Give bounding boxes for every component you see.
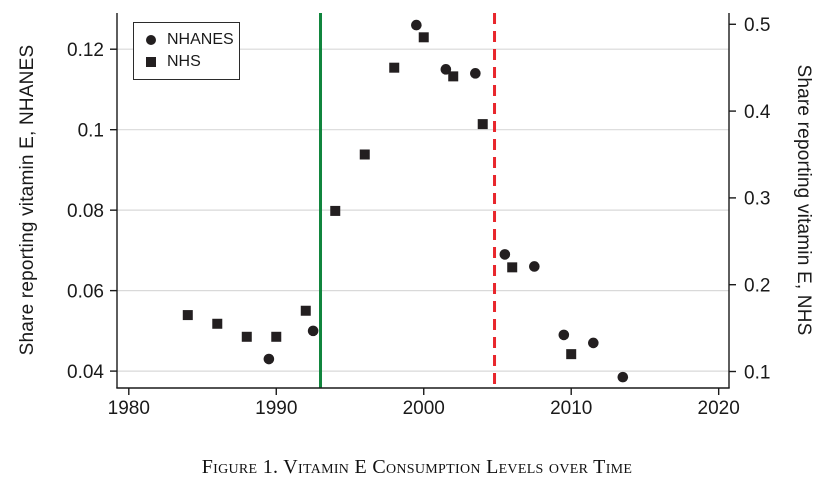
nhs-data-point bbox=[507, 262, 518, 273]
scatter-plot-canvas: 0.04 0.06 0.08 0.1 0.12 0.1 0.2 0.3 0.4 0.5 1980 19… bbox=[67, 13, 771, 419]
left-axis-tick-label: 0.12 bbox=[67, 40, 104, 61]
x-axis-tick-label: 1980 bbox=[108, 398, 150, 419]
right-axis-tick-label: 0.3 bbox=[744, 189, 770, 210]
figure-caption: Figure 1. Vitamin E Consumption Levels o… bbox=[201, 456, 633, 478]
x-axis-tick-label: 2020 bbox=[698, 398, 740, 419]
nhs-data-point bbox=[566, 349, 577, 360]
left-axis-tick-label: 0.06 bbox=[67, 281, 104, 302]
right-y-axis-label: Share reporting vitamin E, NHS bbox=[793, 64, 814, 336]
nhs-data-point bbox=[271, 331, 282, 342]
left-axis-tick-label: 0.04 bbox=[67, 362, 104, 383]
nhanes-data-point bbox=[411, 19, 422, 31]
nhs-data-point bbox=[182, 310, 193, 321]
right-axis-tick-label: 0.2 bbox=[744, 276, 770, 297]
right-axis-tick-label: 0.4 bbox=[744, 102, 771, 123]
nhs-data-point bbox=[300, 305, 311, 316]
left-y-axis-label: Share reporting vitamin E, NHANES bbox=[17, 44, 38, 356]
nhanes-data-point bbox=[529, 261, 540, 272]
square-marker-icon bbox=[146, 57, 156, 67]
nhs-data-point bbox=[212, 318, 223, 329]
legend-label-nhs: NHS bbox=[167, 53, 201, 70]
nhs-data-point bbox=[359, 149, 370, 160]
left-axis-tick-label: 0.08 bbox=[67, 201, 104, 222]
nhanes-data-point bbox=[307, 325, 319, 337]
x-axis-tick-label: 1990 bbox=[255, 398, 297, 419]
right-axis-tick-label: 0.5 bbox=[744, 15, 770, 36]
x-axis-tick-label: 2010 bbox=[550, 398, 592, 419]
nhanes-data-point bbox=[470, 68, 481, 79]
legend-label-nhanes: NHANES bbox=[167, 31, 234, 48]
legend-item-nhs: NHS bbox=[146, 54, 239, 70]
right-axis-tick-label: 0.1 bbox=[744, 362, 770, 383]
x-axis-tick-label: 2000 bbox=[403, 398, 445, 419]
nhanes-data-point bbox=[588, 337, 599, 349]
left-axis-tick-label: 0.1 bbox=[78, 121, 104, 142]
nhanes-data-point bbox=[499, 249, 511, 260]
nhs-data-point bbox=[448, 71, 459, 82]
nhs-data-point bbox=[330, 205, 341, 216]
nhs-data-point bbox=[477, 119, 488, 130]
legend-box: NHANES NHS bbox=[133, 22, 240, 80]
nhs-data-point bbox=[418, 32, 429, 43]
nhs-data-point bbox=[389, 62, 400, 73]
nhanes-data-point bbox=[263, 353, 275, 365]
nhanes-data-point bbox=[558, 329, 570, 341]
nhs-data-point bbox=[241, 331, 252, 342]
circle-marker-icon bbox=[146, 35, 156, 45]
legend-item-nhanes: NHANES bbox=[146, 32, 239, 48]
nhanes-data-point bbox=[617, 371, 629, 383]
